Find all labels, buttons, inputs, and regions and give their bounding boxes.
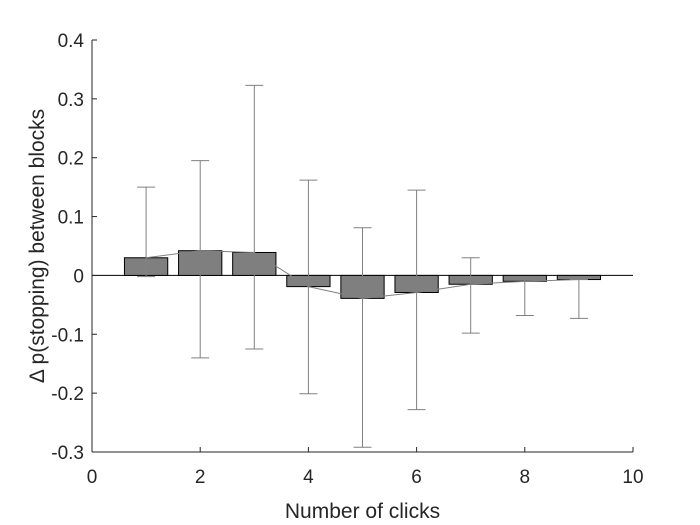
tick-labels: 0.40.30.20.10-0.1-0.2-0.30 2 4 6 8 10 (51, 31, 643, 488)
y-tick-label: 0.4 (58, 31, 85, 52)
y-tick-label: 0.2 (58, 149, 84, 170)
x-axis-label: Number of clicks (285, 500, 440, 523)
x-tick-label: 4 (303, 467, 314, 488)
bar (556, 274, 602, 281)
x-tick-label: 8 (520, 467, 531, 488)
y-tick-label: 0.3 (58, 90, 84, 111)
y-tick-label: -0.2 (51, 384, 84, 405)
x-tick-label: 10 (622, 467, 643, 488)
y-axis-label: Δ p(stopping) between blocks (26, 109, 49, 383)
x-tick-label: 2 (195, 467, 206, 488)
y-tick-label: -0.3 (51, 443, 84, 464)
error-bars (137, 84, 588, 448)
x-tick-label: 0 (87, 467, 98, 488)
y-tick-label: 0 (73, 266, 84, 287)
y-tick-label: -0.1 (51, 325, 84, 346)
y-tick-label: 0.1 (58, 208, 84, 229)
x-tick-label: 6 (411, 467, 422, 488)
